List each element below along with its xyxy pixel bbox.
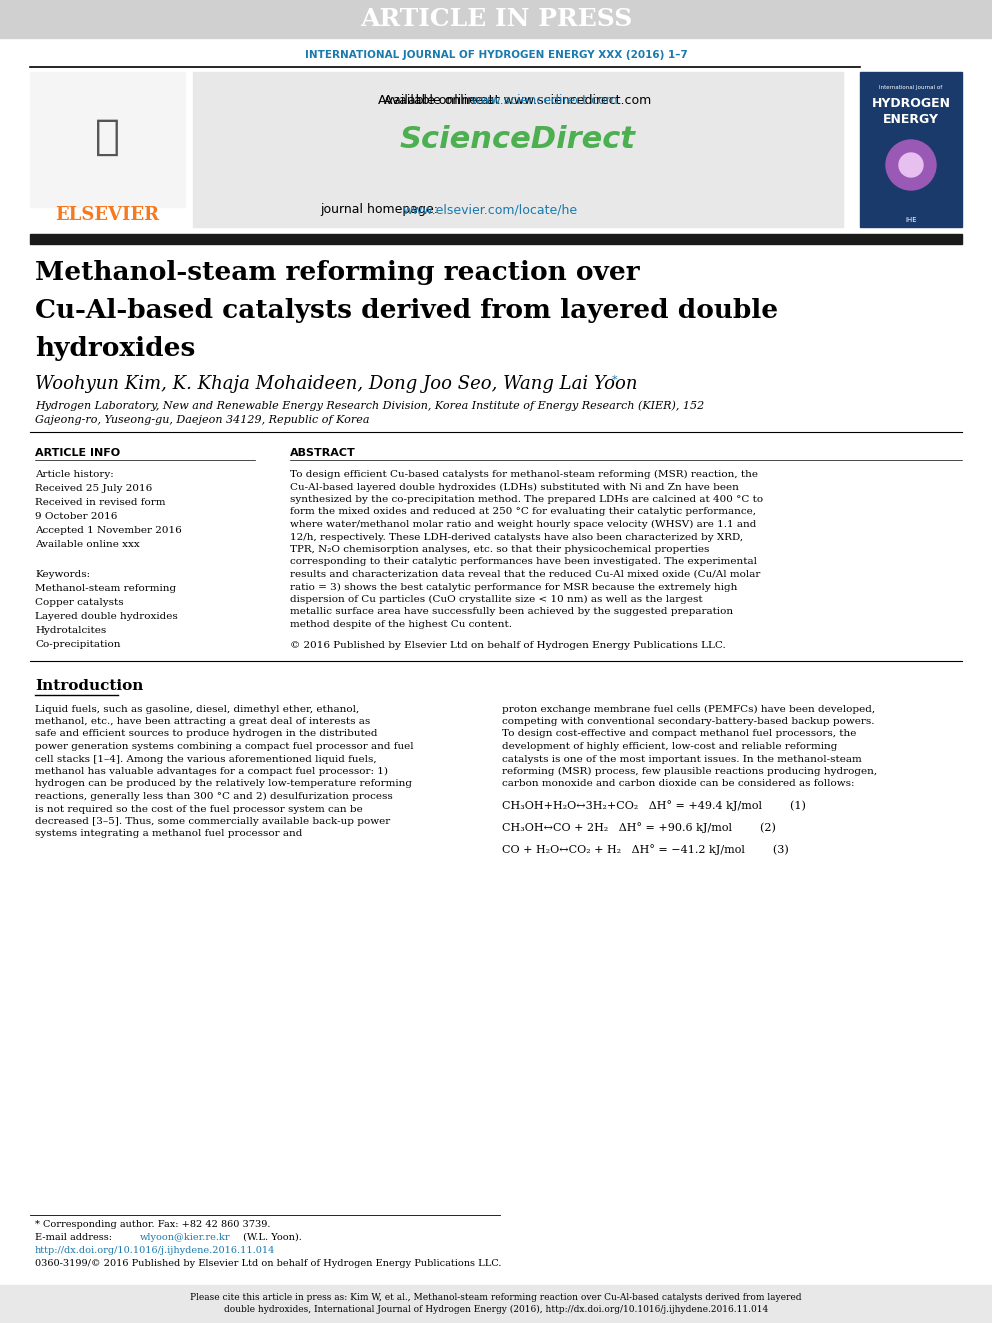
Text: CH₃OH+H₂O↔3H₂+CO₂   ΔH° = +49.4 kJ/mol        (1): CH₃OH+H₂O↔3H₂+CO₂ ΔH° = +49.4 kJ/mol (1) [502, 800, 806, 811]
Text: Received 25 July 2016: Received 25 July 2016 [35, 484, 152, 493]
Text: Layered double hydroxides: Layered double hydroxides [35, 613, 178, 620]
Text: ARTICLE INFO: ARTICLE INFO [35, 448, 120, 458]
Bar [860, 71, 962, 228]
Text: systems integrating a methanol fuel processor and: systems integrating a methanol fuel proc… [35, 830, 303, 839]
Text: Gajeong-ro, Yuseong-gu, Daejeon 34129, Republic of Korea: Gajeong-ro, Yuseong-gu, Daejeon 34129, R… [35, 415, 369, 425]
Bar [0, 1285, 992, 1323]
Text: Copper catalysts: Copper catalysts [35, 598, 124, 607]
Text: double hydroxides, International Journal of Hydrogen Energy (2016), http://dx.do: double hydroxides, International Journal… [224, 1304, 768, 1314]
Text: catalysts is one of the most important issues. In the methanol-steam: catalysts is one of the most important i… [502, 754, 862, 763]
Text: metallic surface area have successfully been achieved by the suggested preparati: metallic surface area have successfully … [290, 607, 733, 617]
Text: cell stacks [1–4]. Among the various aforementioned liquid fuels,: cell stacks [1–4]. Among the various afo… [35, 754, 377, 763]
Text: wlyoon@kier.re.kr: wlyoon@kier.re.kr [140, 1233, 230, 1242]
Text: proton exchange membrane fuel cells (PEMFCs) have been developed,: proton exchange membrane fuel cells (PEM… [502, 705, 875, 713]
Text: methanol has valuable advantages for a compact fuel processor: 1): methanol has valuable advantages for a c… [35, 767, 388, 777]
Text: Methanol-steam reforming: Methanol-steam reforming [35, 583, 177, 593]
Text: www.elsevier.com/locate/he: www.elsevier.com/locate/he [403, 204, 578, 217]
Text: INTERNATIONAL JOURNAL OF HYDROGEN ENERGY XXX (2016) 1–7: INTERNATIONAL JOURNAL OF HYDROGEN ENERGY… [305, 50, 687, 60]
Text: safe and efficient sources to produce hydrogen in the distributed: safe and efficient sources to produce hy… [35, 729, 378, 738]
Text: To design efficient Cu-based catalysts for methanol-steam reforming (MSR) reacti: To design efficient Cu-based catalysts f… [290, 470, 758, 479]
Text: Cu-Al-based layered double hydroxides (LDHs) substituted with Ni and Zn have bee: Cu-Al-based layered double hydroxides (L… [290, 483, 739, 492]
Text: journal homepage:: journal homepage: [320, 204, 442, 217]
Text: Introduction: Introduction [35, 679, 144, 692]
Text: Article history:: Article history: [35, 470, 114, 479]
Text: Keywords:: Keywords: [35, 570, 90, 579]
Text: 12/h, respectively. These LDH-derived catalysts have also been characterized by : 12/h, respectively. These LDH-derived ca… [290, 532, 743, 541]
Bar [30, 71, 185, 206]
Text: Methanol-steam reforming reaction over: Methanol-steam reforming reaction over [35, 261, 640, 284]
Text: Accepted 1 November 2016: Accepted 1 November 2016 [35, 527, 182, 534]
Bar [193, 71, 843, 228]
Text: ENERGY: ENERGY [883, 112, 939, 126]
Text: E-mail address:: E-mail address: [35, 1233, 115, 1242]
Text: methanol, etc., have been attracting a great deal of interests as: methanol, etc., have been attracting a g… [35, 717, 370, 726]
Circle shape [886, 140, 936, 191]
Text: CO + H₂O↔CO₂ + H₂   ΔH° = −41.2 kJ/mol        (3): CO + H₂O↔CO₂ + H₂ ΔH° = −41.2 kJ/mol (3) [502, 844, 789, 855]
Text: ARTICLE IN PRESS: ARTICLE IN PRESS [360, 7, 632, 30]
Text: TPR, N₂O chemisorption analyses, etc. so that their physicochemical properties: TPR, N₂O chemisorption analyses, etc. so… [290, 545, 709, 554]
Text: IHE: IHE [905, 217, 917, 224]
Text: Available online xxx: Available online xxx [35, 540, 140, 549]
Text: hydrogen can be produced by the relatively low-temperature reforming: hydrogen can be produced by the relative… [35, 779, 412, 789]
Text: form the mixed oxides and reduced at 250 °C for evaluating their catalytic perfo: form the mixed oxides and reduced at 250… [290, 508, 756, 516]
Text: Co-precipitation: Co-precipitation [35, 640, 120, 650]
Text: ratio = 3) shows the best catalytic performance for MSR because the extremely hi: ratio = 3) shows the best catalytic perf… [290, 582, 737, 591]
Text: Cu-Al-based catalysts derived from layered double: Cu-Al-based catalysts derived from layer… [35, 298, 778, 323]
Text: Woohyun Kim, K. Khaja Mohaideen, Dong Joo Seo, Wang Lai Yoon: Woohyun Kim, K. Khaja Mohaideen, Dong Jo… [35, 374, 638, 393]
Text: method despite of the highest Cu content.: method despite of the highest Cu content… [290, 620, 512, 628]
Text: Hydrotalcites: Hydrotalcites [35, 626, 106, 635]
Text: ABSTRACT: ABSTRACT [290, 448, 356, 458]
Text: Available online at: Available online at [378, 94, 498, 106]
Text: hydroxides: hydroxides [35, 336, 195, 361]
Text: 9 October 2016: 9 October 2016 [35, 512, 117, 521]
Bar [0, 0, 992, 38]
Text: *: * [612, 374, 618, 385]
Text: development of highly efficient, low-cost and reliable reforming: development of highly efficient, low-cos… [502, 742, 837, 751]
Text: Liquid fuels, such as gasoline, diesel, dimethyl ether, ethanol,: Liquid fuels, such as gasoline, diesel, … [35, 705, 359, 713]
Text: ScienceDirect: ScienceDirect [400, 126, 636, 155]
Text: Received in revised form: Received in revised form [35, 497, 166, 507]
Text: (W.L. Yoon).: (W.L. Yoon). [240, 1233, 302, 1242]
Text: where water/methanol molar ratio and weight hourly space velocity (WHSV) are 1.1: where water/methanol molar ratio and wei… [290, 520, 756, 529]
Text: 🌿: 🌿 [94, 116, 119, 157]
Text: Please cite this article in press as: Kim W, et al., Methanol-steam reforming re: Please cite this article in press as: Ki… [190, 1293, 802, 1302]
Text: Hydrogen Laboratory, New and Renewable Energy Research Division, Korea Institute: Hydrogen Laboratory, New and Renewable E… [35, 400, 704, 410]
Text: competing with conventional secondary-battery-based backup powers.: competing with conventional secondary-ba… [502, 717, 875, 726]
Text: 0360-3199/© 2016 Published by Elsevier Ltd on behalf of Hydrogen Energy Publicat: 0360-3199/© 2016 Published by Elsevier L… [35, 1259, 502, 1267]
Text: carbon monoxide and carbon dioxide can be considered as follows:: carbon monoxide and carbon dioxide can b… [502, 779, 854, 789]
Text: ELSEVIER: ELSEVIER [55, 206, 159, 224]
Bar [30, 234, 962, 243]
Text: To design cost-effective and compact methanol fuel processors, the: To design cost-effective and compact met… [502, 729, 856, 738]
Text: reforming (MSR) process, few plausible reactions producing hydrogen,: reforming (MSR) process, few plausible r… [502, 767, 877, 777]
Text: Available online at www.sciencedirect.com: Available online at www.sciencedirect.co… [384, 94, 652, 106]
Text: International Journal of: International Journal of [879, 85, 942, 90]
Text: power generation systems combining a compact fuel processor and fuel: power generation systems combining a com… [35, 742, 414, 751]
Text: www.sciencedirect.com: www.sciencedirect.com [470, 94, 618, 106]
Text: synthesized by the co-precipitation method. The prepared LDHs are calcined at 40: synthesized by the co-precipitation meth… [290, 495, 763, 504]
Text: © 2016 Published by Elsevier Ltd on behalf of Hydrogen Energy Publications LLC.: © 2016 Published by Elsevier Ltd on beha… [290, 640, 726, 650]
Text: is not required so the cost of the fuel processor system can be: is not required so the cost of the fuel … [35, 804, 363, 814]
Text: * Corresponding author. Fax: +82 42 860 3739.: * Corresponding author. Fax: +82 42 860 … [35, 1220, 271, 1229]
Text: reactions, generally less than 300 °C and 2) desulfurization process: reactions, generally less than 300 °C an… [35, 792, 393, 802]
Text: http://dx.doi.org/10.1016/j.ijhydene.2016.11.014: http://dx.doi.org/10.1016/j.ijhydene.201… [35, 1246, 276, 1256]
Text: HYDROGEN: HYDROGEN [872, 97, 950, 110]
Text: results and characterization data reveal that the reduced Cu-Al mixed oxide (Cu/: results and characterization data reveal… [290, 570, 761, 579]
Circle shape [899, 153, 923, 177]
Text: CH₃OH↔CO + 2H₂   ΔH° = +90.6 kJ/mol        (2): CH₃OH↔CO + 2H₂ ΔH° = +90.6 kJ/mol (2) [502, 822, 776, 833]
Text: corresponding to their catalytic performances have been investigated. The experi: corresponding to their catalytic perform… [290, 557, 757, 566]
Text: dispersion of Cu particles (CuO crystallite size < 10 nm) as well as the largest: dispersion of Cu particles (CuO crystall… [290, 595, 702, 605]
Text: decreased [3–5]. Thus, some commercially available back-up power: decreased [3–5]. Thus, some commercially… [35, 818, 390, 826]
